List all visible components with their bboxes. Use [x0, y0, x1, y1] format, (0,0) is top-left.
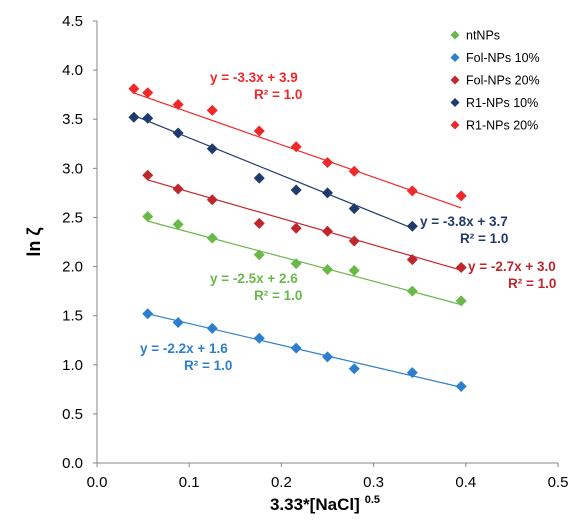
legend-marker — [450, 30, 460, 40]
data-point — [455, 262, 467, 274]
y-tick-label: 0.0 — [62, 455, 83, 472]
y-tick-label: 4.5 — [62, 13, 83, 30]
x-tick-label: 0.1 — [179, 474, 200, 491]
data-point — [206, 322, 218, 334]
data-point — [406, 220, 418, 232]
x-tick-label: 0.0 — [87, 474, 108, 491]
data-point — [142, 87, 154, 99]
data-point — [406, 254, 418, 266]
data-point — [455, 380, 467, 392]
data-point — [253, 249, 265, 261]
legend-marker — [450, 53, 460, 62]
data-point — [348, 165, 360, 177]
equation-label: y = -2.5x + 2.6 — [210, 271, 298, 286]
data-point — [206, 194, 218, 206]
data-point — [172, 317, 184, 329]
x-tick-label: 0.5 — [548, 474, 569, 491]
data-point — [322, 187, 333, 199]
data-point — [322, 264, 333, 276]
data-point — [172, 98, 184, 110]
y-tick-label: 3.5 — [62, 111, 83, 128]
data-point — [406, 367, 418, 379]
x-tick-label: 0.4 — [455, 474, 476, 491]
data-point — [406, 185, 418, 197]
equation-label: y = -2.2x + 1.6 — [140, 341, 228, 356]
data-point — [172, 218, 184, 230]
y-tick-label: 1.5 — [62, 308, 83, 325]
x-tick-label: 0.2 — [271, 474, 292, 491]
data-point — [348, 235, 360, 247]
y-axis-title: ln ζ — [24, 227, 45, 256]
data-point — [322, 351, 333, 363]
legend: ntNPs Fol-NPs 10% Fol-NPs 20% R1-NPs 10% R1-… — [450, 29, 540, 133]
equation-annotations: y = -2.5x + 2.6 R² = 1.0 y = -2.2x + 1.6 R²… — [140, 70, 556, 373]
legend-marker — [450, 120, 460, 130]
data-point — [253, 172, 265, 184]
legend-label: R1-NPs 10% — [466, 96, 538, 110]
legend-marker — [450, 75, 460, 85]
r-squared-label: R² = 1.0 — [254, 288, 302, 303]
y-tick-label: 3.0 — [62, 160, 83, 177]
data-point — [290, 184, 302, 196]
data-point — [142, 210, 154, 222]
data-point — [253, 125, 265, 137]
data-point — [206, 143, 218, 155]
data-point — [206, 232, 218, 244]
data-point — [455, 295, 467, 307]
tick-labels: 0.0 0.1 0.2 0.3 0.4 0.5 0.0 0.5 1.0 1.5 2.0 2.5 3.0 3… — [62, 13, 568, 491]
data-point — [348, 203, 360, 215]
data-point — [128, 83, 140, 95]
equation-label: y = -2.7x + 3.0 — [468, 259, 556, 274]
equation-label: y = -3.3x + 3.9 — [210, 70, 298, 85]
x-axis-title: 3.33*[NaCl] 0.5 — [270, 494, 380, 514]
legend-marker — [450, 98, 460, 107]
data-point — [172, 127, 184, 139]
data-point — [172, 183, 184, 195]
y-tick-label: 1.0 — [62, 357, 83, 374]
data-point — [406, 285, 418, 297]
r-squared-label: R² = 1.0 — [508, 276, 556, 291]
data-point — [253, 217, 265, 229]
legend-label: ntNPs — [466, 29, 500, 43]
x-tick-label: 0.3 — [363, 474, 384, 491]
data-point — [322, 156, 333, 168]
r-squared-label: R² = 1.0 — [460, 231, 508, 246]
legend-label: Fol-NPs 20% — [466, 74, 540, 88]
data-point — [253, 332, 265, 344]
legend-label: R1-NPs 20% — [466, 119, 538, 133]
data-point — [348, 363, 360, 375]
equation-label: y = -3.8x + 3.7 — [420, 214, 508, 229]
y-tick-label: 2.5 — [62, 209, 83, 226]
trendline-1 — [147, 313, 462, 388]
y-tick-label: 2.0 — [62, 259, 83, 276]
data-point — [142, 308, 154, 320]
r-squared-label: R² = 1.0 — [254, 87, 302, 102]
axes — [96, 21, 558, 464]
data-point — [322, 225, 333, 237]
data-point — [290, 222, 302, 234]
data-point — [455, 190, 467, 202]
trendline-2 — [147, 179, 462, 271]
data-point — [290, 258, 302, 270]
y-tick-label: 0.5 — [62, 406, 83, 423]
legend-label: Fol-NPs 10% — [466, 51, 540, 65]
data-points — [128, 83, 467, 392]
data-point — [206, 104, 218, 116]
y-tick-label: 4.0 — [62, 62, 83, 79]
data-point — [348, 264, 360, 276]
data-point — [290, 342, 302, 354]
data-point — [128, 111, 140, 123]
data-point — [142, 112, 154, 124]
data-point — [290, 141, 302, 153]
data-point — [142, 169, 154, 181]
r-squared-label: R² = 1.0 — [184, 358, 232, 373]
